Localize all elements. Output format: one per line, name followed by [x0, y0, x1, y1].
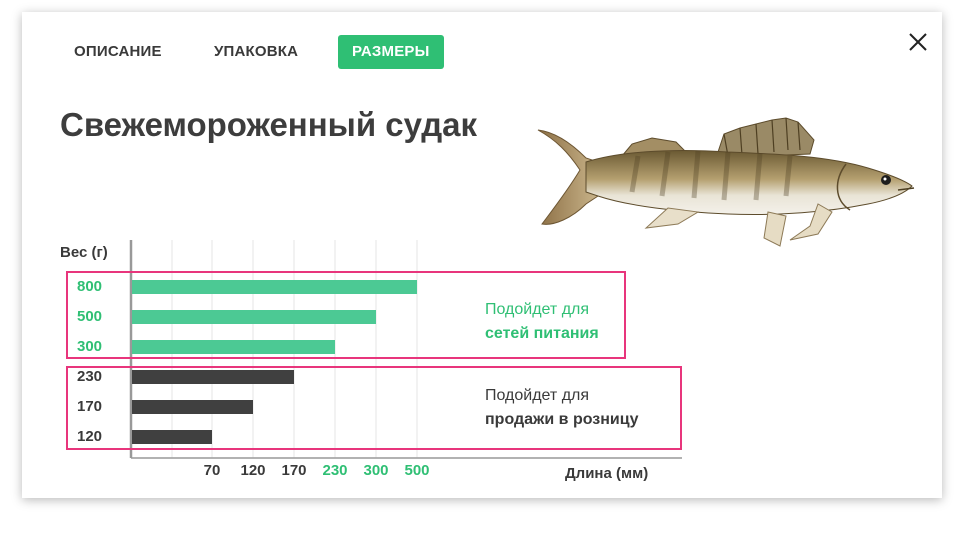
retail-note-line2: продажи в розницу	[485, 411, 639, 428]
retail-note: Подойдет для продажи в розницу	[485, 384, 638, 432]
restaurant-note-line2: сетей питания	[485, 325, 599, 342]
retail-group-box	[66, 366, 682, 450]
x-tick-label: 120	[240, 462, 266, 479]
tab-description[interactable]: ОПИСАНИЕ	[74, 43, 162, 60]
y-tick-label: 800	[77, 278, 103, 295]
bar-300	[132, 340, 335, 354]
restaurant-group-box	[66, 271, 626, 359]
tab-packaging[interactable]: УПАКОВКА	[214, 43, 299, 60]
tab-sizes[interactable]: РАЗМЕРЫ	[338, 35, 444, 69]
chart-plot	[129, 240, 682, 459]
bar-170	[132, 400, 253, 414]
product-title: Свежемороженный судак	[60, 106, 478, 143]
y-tick-label: 300	[77, 338, 103, 355]
x-tick-label: 70	[203, 462, 221, 479]
fish-image	[537, 117, 915, 247]
y-axis-title: Вес (г)	[60, 244, 108, 261]
x-tick-label: 300	[363, 462, 389, 479]
y-tick-label: 120	[77, 428, 103, 445]
y-tick-label: 170	[77, 398, 103, 415]
x-tick-label: 230	[322, 462, 348, 479]
bar-800	[132, 280, 417, 294]
y-tick-label: 230	[77, 368, 103, 385]
product-modal: ОПИСАНИЕ УПАКОВКА РАЗМЕРЫ Свежемороженны…	[22, 12, 942, 498]
restaurant-note-line1: Подойдет для	[485, 301, 590, 318]
restaurant-note: Подойдет для сетей питания	[485, 298, 599, 346]
bar-500	[132, 310, 376, 324]
x-tick-label: 170	[281, 462, 307, 479]
x-axis-title: Длина (мм)	[565, 465, 649, 482]
bar-230	[132, 370, 294, 384]
bar-120	[132, 430, 212, 444]
y-tick-label: 500	[77, 308, 103, 325]
close-icon[interactable]	[906, 30, 930, 54]
retail-note-line1: Подойдет для	[485, 387, 590, 404]
x-tick-label: 500	[404, 462, 430, 479]
